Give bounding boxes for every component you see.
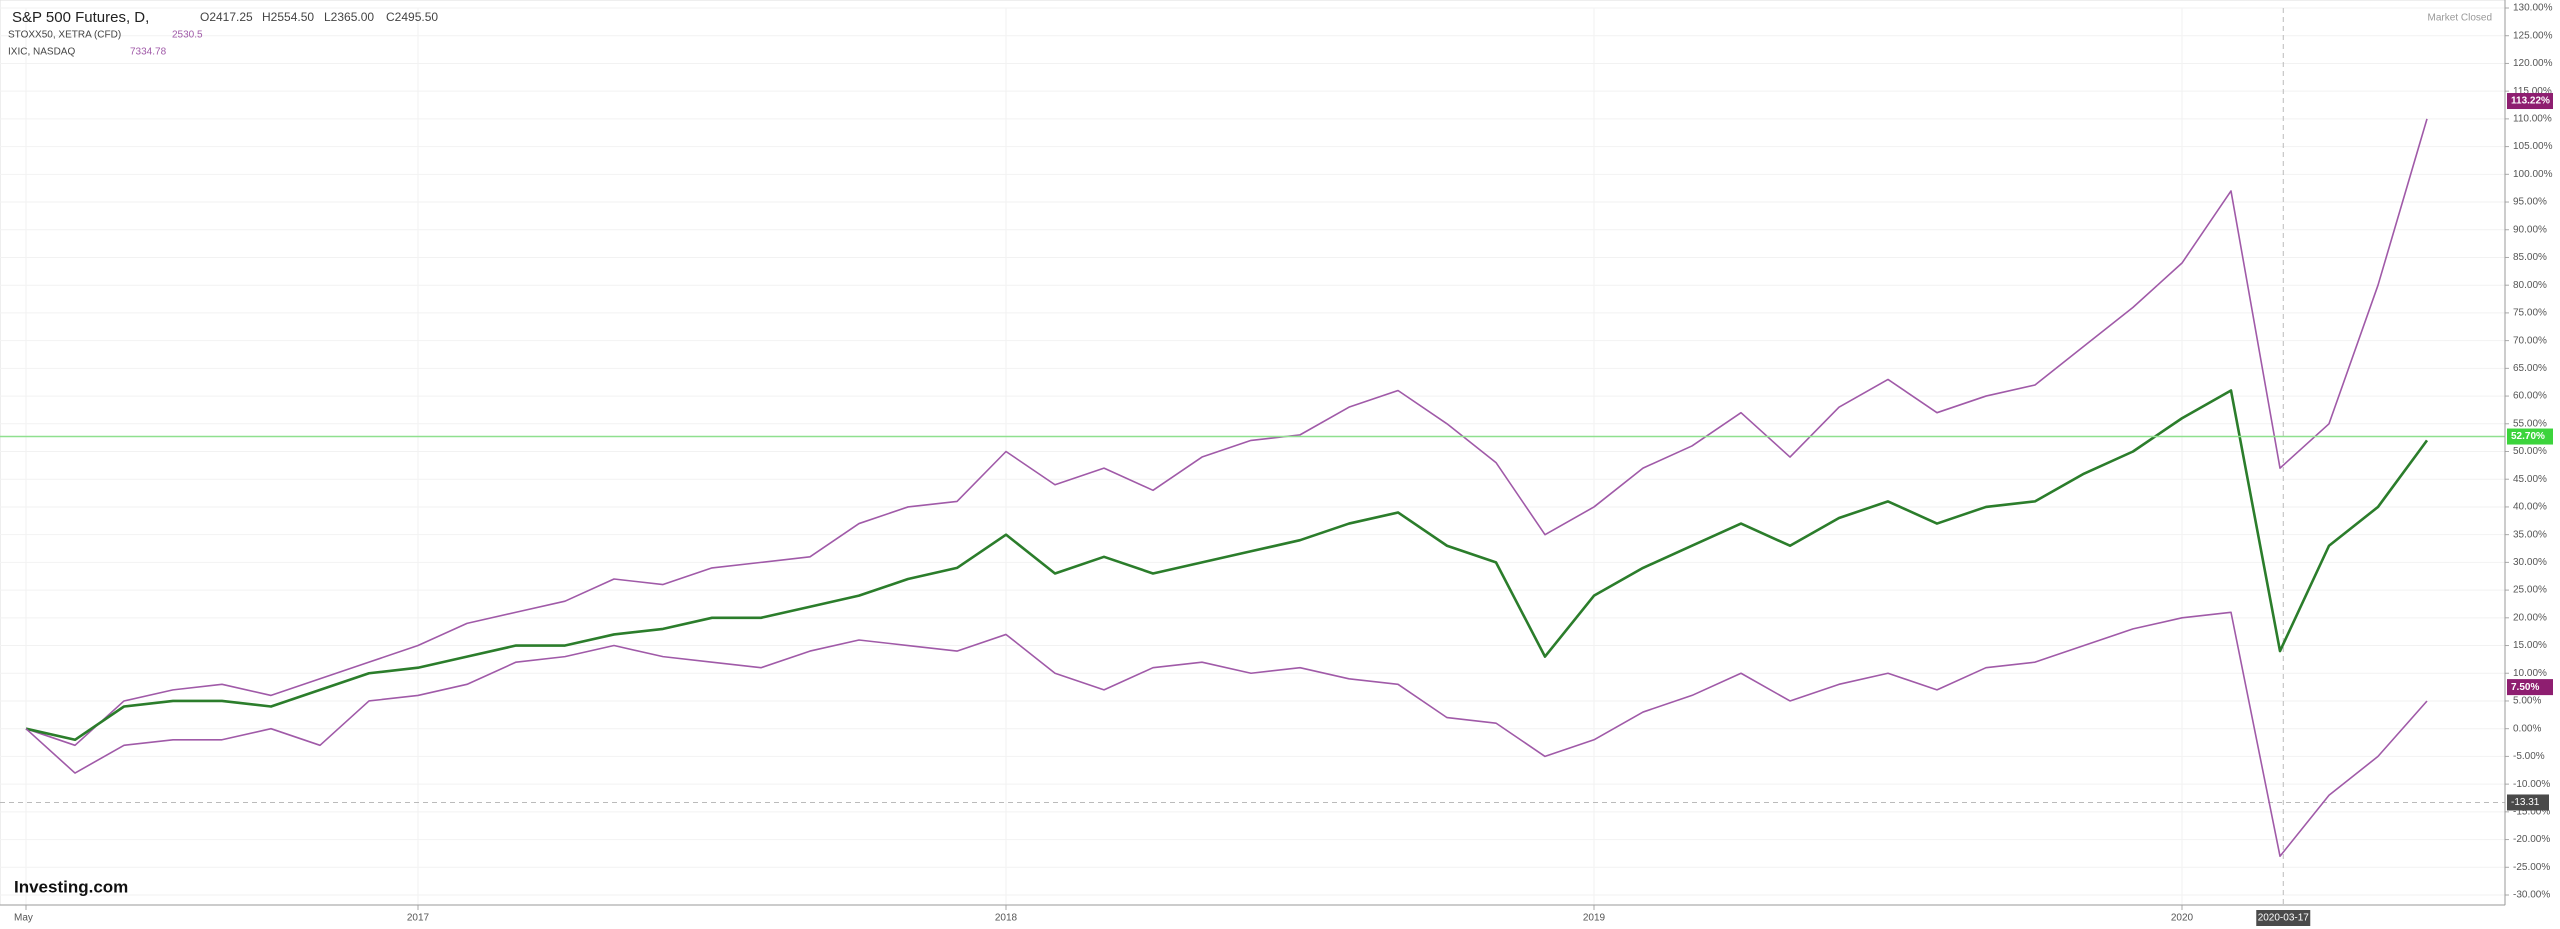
y-tick-label: 120.00%: [2513, 58, 2553, 69]
y-tick-label: 60.00%: [2513, 391, 2547, 402]
series-quote: 7334.78: [130, 47, 167, 58]
series-name: STOXX50, XETRA (CFD): [8, 30, 121, 41]
y-tick-label: 115.00%: [2513, 86, 2552, 97]
y-tick-label: 130.00%: [2513, 3, 2553, 14]
price-badge: [2507, 93, 2553, 110]
y-tick-label: -25.00%: [2513, 862, 2550, 873]
y-tick-label: 45.00%: [2513, 474, 2547, 485]
y-tick-label: -30.00%: [2513, 890, 2550, 901]
x-tick-label: 2019: [1583, 913, 1606, 924]
y-tick-label: 125.00%: [2513, 30, 2553, 41]
y-tick-label: 25.00%: [2513, 585, 2547, 596]
y-tick-label: 55.00%: [2513, 418, 2547, 429]
y-tick-label: -5.00%: [2513, 751, 2545, 762]
price-label: 113.22%: [2511, 96, 2550, 107]
y-tick-label: 110.00%: [2513, 114, 2552, 125]
y-tick-label: -15.00%: [2513, 806, 2550, 817]
series-name: IXIC, NASDAQ: [8, 47, 75, 58]
grid: [0, 7, 2505, 905]
crosshair-y-label: -13.31: [2511, 797, 2540, 808]
y-tick-label: 40.00%: [2513, 502, 2547, 513]
y-tick-label: 5.00%: [2513, 696, 2541, 707]
y-tick-label: 80.00%: [2513, 280, 2547, 291]
y-tick-label: 75.00%: [2513, 308, 2547, 319]
y-tick-label: 0.00%: [2513, 723, 2541, 734]
logo: Investing.com: [14, 877, 128, 896]
y-tick-label: 50.00%: [2513, 446, 2547, 457]
y-tick-label: -10.00%: [2513, 779, 2550, 790]
open: O2417.25: [200, 10, 253, 24]
y-tick-label: -20.00%: [2513, 834, 2550, 845]
y-tick-label: 95.00%: [2513, 197, 2547, 208]
series-line: [25, 611, 2428, 857]
y-tick-label: 105.00%: [2513, 141, 2553, 152]
high: H2554.50: [262, 10, 314, 24]
marks: [0, 118, 2505, 857]
x-tick-label: 2020: [2171, 913, 2194, 924]
y-tick-label: 15.00%: [2513, 640, 2547, 651]
price-badge: [2507, 428, 2553, 445]
low: L2365.00: [324, 10, 374, 24]
crosshair-x-badge: [2256, 910, 2311, 926]
y-tick-label: 10.00%: [2513, 668, 2547, 679]
price-badge: [2507, 679, 2553, 696]
x-tick-label: 2018: [995, 913, 1018, 924]
y-tick-label: 30.00%: [2513, 557, 2547, 568]
y-tick-label: 70.00%: [2513, 335, 2547, 346]
x-tick-label: May: [14, 913, 33, 924]
market-status: Market Closed: [2428, 13, 2492, 24]
series-quote: 2530.5: [172, 30, 203, 41]
series-line: [25, 118, 2428, 747]
y-tick-label: 65.00%: [2513, 363, 2547, 374]
y-tick-label: 85.00%: [2513, 252, 2547, 263]
crosshair-x-label: 2020-03-17: [2258, 913, 2310, 924]
y-tick-label: 20.00%: [2513, 612, 2547, 623]
y-tick-label: 90.00%: [2513, 224, 2547, 235]
price-label: 7.50%: [2511, 682, 2539, 693]
main-symbol: S&P 500 Futures, D,: [12, 9, 149, 26]
close: C2495.50: [386, 10, 438, 24]
price-label: 52.70%: [2511, 431, 2545, 442]
series-line: [25, 389, 2429, 742]
crosshair-y-badge: [2507, 794, 2549, 811]
y-tick-label: 100.00%: [2513, 169, 2553, 180]
y-tick-label: 35.00%: [2513, 529, 2547, 540]
x-tick-label: 2017: [407, 913, 430, 924]
